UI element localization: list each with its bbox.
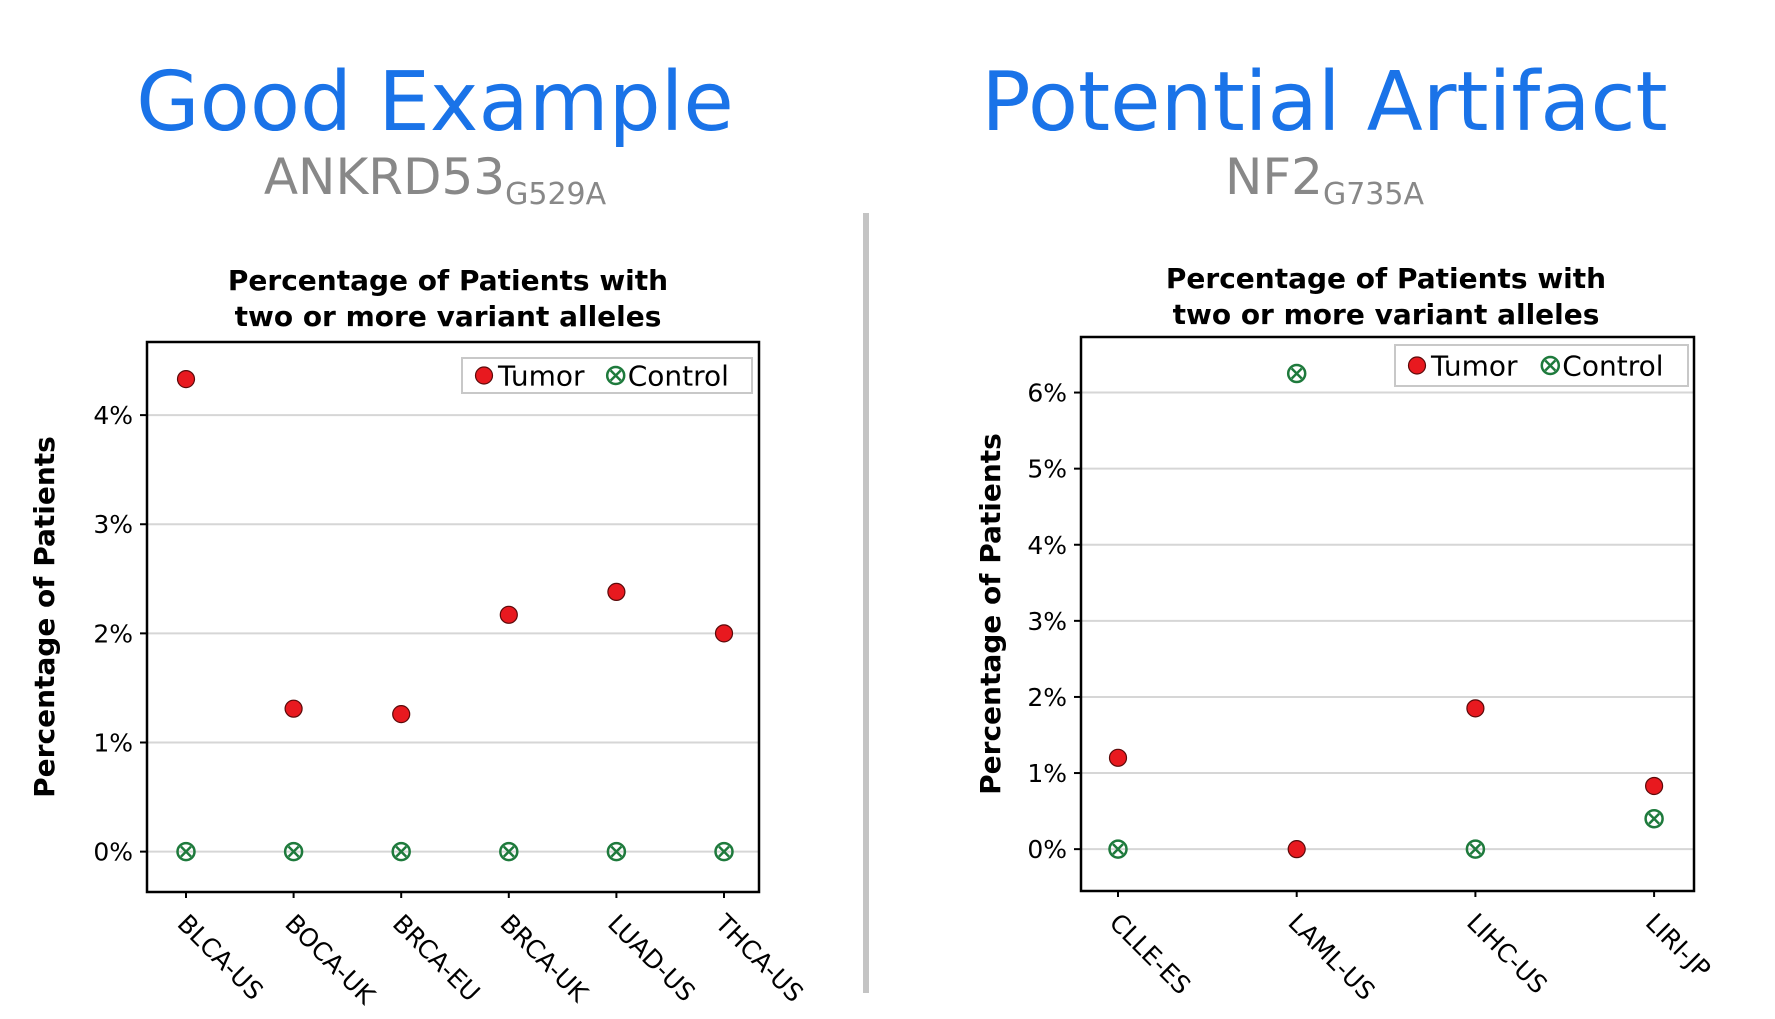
x-tick-label: CLLE-ES: [1104, 908, 1196, 1000]
control-point: [714, 841, 734, 862]
y-tick-label: 4%: [93, 401, 133, 430]
control-point-ring: [1108, 839, 1128, 859]
x-tick-label: BOCA-UK: [279, 909, 381, 1011]
control-point: [1644, 808, 1664, 829]
legend-control-marker: [605, 365, 626, 386]
tumor-point: [1644, 776, 1664, 796]
mutation-subscript: G735A: [1322, 177, 1424, 212]
control-point-cross: [1290, 367, 1303, 380]
x-tick-label: LAML-US: [1282, 908, 1380, 1006]
panel-divider: [863, 213, 869, 993]
x-tick-label: BRCA-EU: [387, 909, 486, 1008]
legend: Tumor Control: [1394, 344, 1689, 387]
control-point-ring: [1465, 839, 1486, 859]
control-point-cross: [180, 845, 192, 858]
control-point-ring: [1286, 363, 1307, 384]
y-tick-label: 2%: [93, 619, 133, 648]
tumor-point: [607, 582, 626, 602]
gene-name: NF2: [1224, 148, 1323, 206]
x-tick-label: BLCA-US: [172, 909, 269, 1006]
y-tick-label: 2%: [1027, 683, 1067, 712]
legend: Tumor Control: [461, 357, 753, 394]
mutation-subscript: G529A: [505, 177, 607, 212]
y-axis-label: Percentage of Patients: [28, 436, 61, 798]
plot-frame: [145, 340, 761, 894]
control-point-cross: [1469, 843, 1482, 856]
control-point-cross: [287, 845, 300, 858]
legend-control-cross: [1544, 359, 1557, 372]
chart-title-line: Percentage of Patients with: [1166, 262, 1606, 295]
control-point-ring: [606, 841, 627, 862]
x-tick-label: THCA-US: [709, 908, 809, 1008]
control-point-ring: [499, 841, 519, 862]
legend-control-ring: [1540, 355, 1561, 376]
control-point-ring: [391, 841, 411, 862]
control-point-ring: [176, 841, 196, 862]
tumor-point: [284, 699, 303, 718]
gene-label: NF2G735A: [874, 152, 1775, 210]
control-point: [1286, 363, 1307, 384]
control-point: [499, 841, 519, 862]
control-point: [1465, 839, 1486, 859]
tumor-point: [1466, 699, 1485, 718]
chart-title-line: two or more variant alleles: [1173, 298, 1600, 331]
y-tick-label: 6%: [1027, 379, 1067, 408]
tumor-point: [176, 370, 196, 389]
control-point: [1108, 839, 1128, 859]
panel-heading: Potential Artifact: [981, 55, 1668, 150]
tumor-point: [499, 605, 518, 624]
control-point: [283, 841, 304, 862]
y-axis-label: Percentage of Patients: [974, 433, 1007, 795]
legend-control-ring: [605, 365, 626, 386]
control-point: [606, 841, 627, 862]
chart-title-line: two or more variant alleles: [235, 300, 662, 333]
x-tick-label: BRCA-UK: [495, 909, 594, 1008]
panel-heading: Good Example: [136, 55, 734, 150]
y-tick-label: 3%: [93, 510, 133, 539]
control-point-cross: [1648, 812, 1660, 825]
y-tick-label: 1%: [1027, 759, 1067, 788]
y-tick-label: 4%: [1027, 531, 1067, 560]
legend-tumor-marker: [1407, 356, 1427, 375]
panel-potential-artifact: Potential Artifact NF2G735A: [874, 0, 1775, 1019]
control-point-ring: [283, 841, 304, 862]
control-point-cross: [1112, 843, 1124, 856]
control-point-cross: [502, 845, 515, 858]
gene-label: ANKRD53G529A: [0, 152, 870, 210]
x-tick-label: LUAD-US: [602, 909, 701, 1008]
legend-control-label: Control: [1562, 350, 1663, 383]
y-tick-label: 1%: [93, 728, 133, 757]
legend-tumor-label: Tumor: [497, 360, 585, 393]
control-point-cross: [610, 845, 623, 858]
x-tick-label: LIRI-JP: [1640, 908, 1716, 984]
x-tick-label: LIHC-US: [1461, 908, 1553, 1000]
control-point-ring: [1644, 808, 1664, 829]
legend-control-cross: [609, 369, 622, 382]
y-tick-label: 3%: [1027, 607, 1067, 636]
gene-name: ANKRD53: [263, 148, 506, 206]
legend-tumor-label: Tumor: [1430, 350, 1518, 383]
legend-control-marker: [1540, 355, 1561, 376]
legend-control-label: Control: [628, 360, 729, 393]
control-point: [176, 841, 196, 862]
tumor-point: [392, 705, 411, 724]
y-tick-label: 0%: [1027, 835, 1067, 864]
y-tick-label: 0%: [93, 838, 133, 867]
control-point-cross: [718, 845, 730, 858]
legend-tumor-marker: [474, 366, 494, 385]
plot-frame: [1079, 335, 1696, 893]
control-point: [391, 841, 411, 862]
tumor-point: [714, 624, 734, 643]
y-tick-label: 5%: [1027, 455, 1067, 484]
tumor-point: [1287, 840, 1306, 859]
tumor-point: [1108, 748, 1128, 767]
control-point-cross: [395, 845, 408, 858]
panel-good-example: Good Example ANKRD53G529A: [0, 0, 870, 1019]
control-point-ring: [714, 841, 734, 862]
chart-title-line: Percentage of Patients with: [228, 264, 668, 297]
